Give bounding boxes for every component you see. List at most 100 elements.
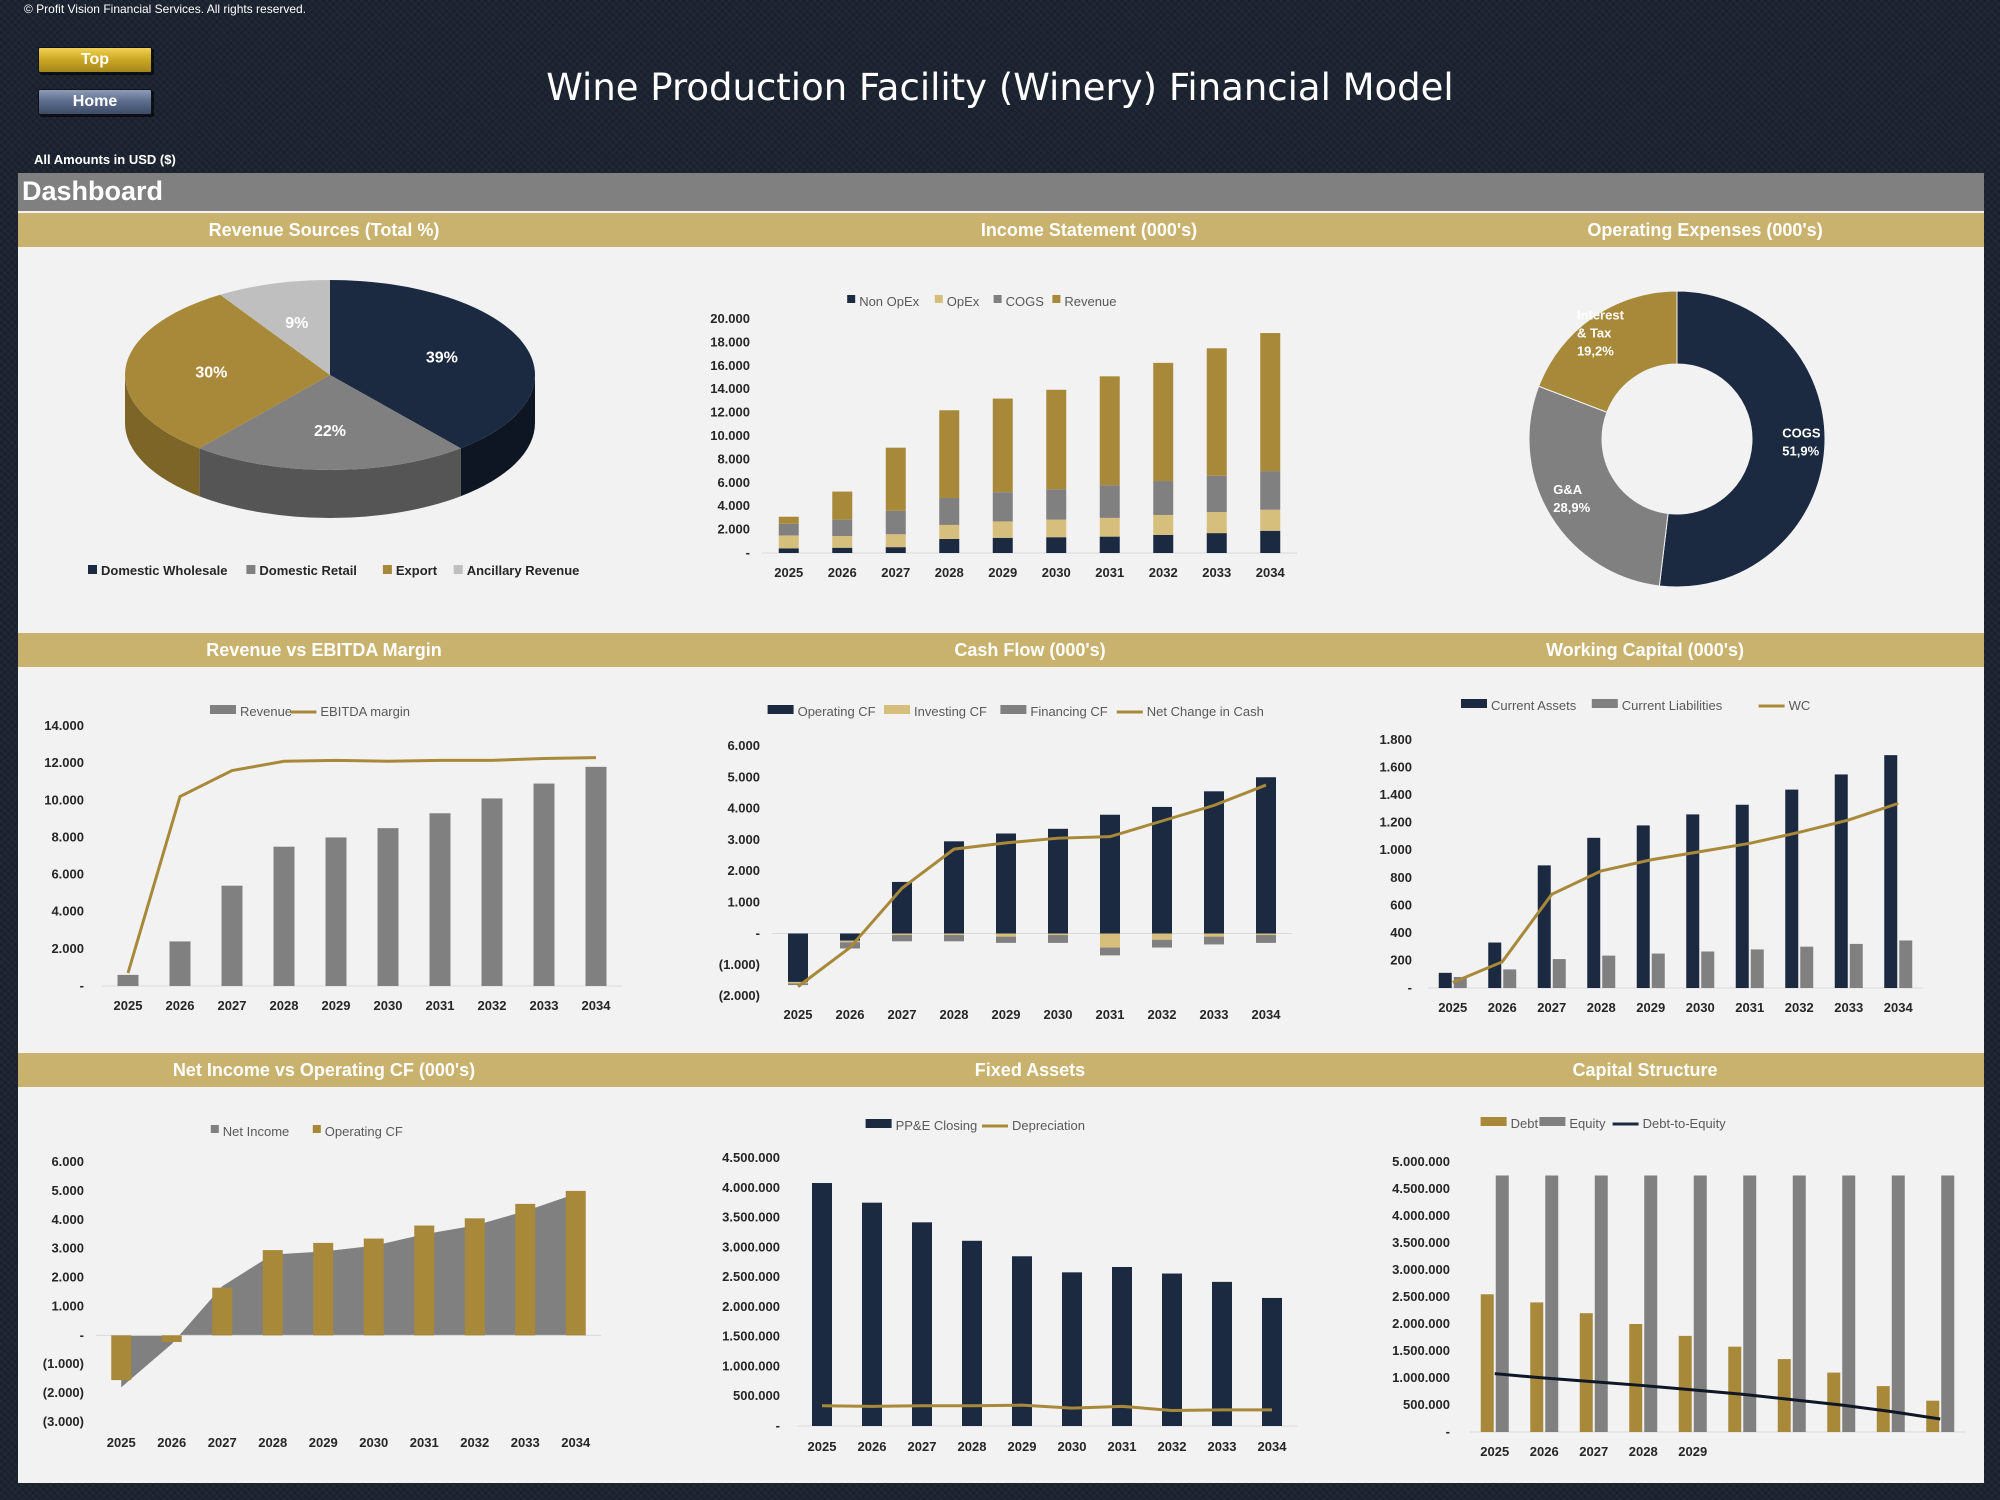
legend-label: Operating CF xyxy=(798,704,876,719)
pie-slice xyxy=(220,280,330,375)
bar-segment xyxy=(1152,933,1172,940)
currency-note: All Amounts in USD ($) xyxy=(34,152,176,167)
legend-marker xyxy=(1539,1117,1566,1126)
y-tick-label: - xyxy=(80,978,84,993)
x-tick-label: 2031 xyxy=(1096,1007,1125,1022)
bar-segment xyxy=(778,523,799,536)
home-button[interactable]: Home xyxy=(38,89,152,115)
y-tick-label: 4.000 xyxy=(727,801,760,816)
legend-label: Current Assets xyxy=(1491,698,1577,713)
bar xyxy=(1552,959,1566,988)
bar-segment xyxy=(1153,534,1174,553)
y-tick-label: 1.000 xyxy=(727,894,760,909)
bar-segment xyxy=(1100,947,1120,956)
y-tick-label: 4.500.000 xyxy=(722,1150,780,1165)
y-tick-label: 14.000 xyxy=(44,718,84,733)
bar xyxy=(161,1335,182,1342)
donut-slice xyxy=(1538,290,1678,413)
bar xyxy=(1636,825,1650,988)
y-tick-label: 5.000 xyxy=(51,1183,84,1198)
bar xyxy=(585,766,607,986)
data-label: Interest xyxy=(1577,307,1625,322)
fixed-assets-chart: PP&E Closing Depreciation 4.500.000 4.000.0… xyxy=(722,1118,1297,1454)
bar xyxy=(1884,755,1898,988)
bar-segment xyxy=(1260,471,1281,510)
bar xyxy=(912,1222,932,1426)
bar xyxy=(1495,1175,1509,1432)
bar xyxy=(1891,1175,1905,1432)
x-tick-label: 2025 xyxy=(1480,1444,1509,1459)
bar-segment xyxy=(1206,348,1227,476)
y-tick-label: 6.000 xyxy=(51,867,84,882)
bar xyxy=(1827,1372,1841,1432)
legend-marker xyxy=(210,705,236,714)
bar-segment xyxy=(832,547,853,553)
legend-label: Depreciation xyxy=(1012,1118,1085,1133)
bar xyxy=(1651,953,1665,988)
data-label: 9% xyxy=(285,315,308,332)
bar xyxy=(1012,1256,1032,1426)
y-tick-label: (2.000) xyxy=(719,988,760,1003)
bar xyxy=(1926,1400,1940,1432)
bar xyxy=(1530,1302,1544,1432)
y-tick-label: 800 xyxy=(1390,870,1412,885)
bar-segment xyxy=(1152,806,1172,934)
bar xyxy=(1438,972,1452,988)
bar xyxy=(1777,1359,1791,1432)
bar-segment xyxy=(778,535,799,549)
bar-segment xyxy=(1099,376,1120,486)
bar-segment xyxy=(1048,935,1068,943)
bar xyxy=(169,941,191,986)
bar xyxy=(1686,814,1700,988)
y-tick-label: 3.500.000 xyxy=(722,1210,780,1225)
bar-segment xyxy=(996,833,1016,934)
bar xyxy=(862,1202,882,1426)
bar xyxy=(464,1218,485,1336)
y-tick-label: 12.000 xyxy=(710,405,750,420)
legend-label: WC xyxy=(1789,698,1811,713)
legend-label: Financing CF xyxy=(1030,704,1107,719)
title-fixed-assets: Fixed Assets xyxy=(974,1060,1086,1080)
x-tick-label: 2029 xyxy=(1008,1439,1037,1454)
legend-label: Revenue xyxy=(240,704,292,719)
y-tick-label: 2.000 xyxy=(51,1270,84,1285)
y-tick-label: 3.000 xyxy=(51,1241,84,1256)
legend-label: Investing CF xyxy=(914,704,987,719)
bar xyxy=(1849,943,1863,988)
bar xyxy=(481,798,503,986)
bar xyxy=(262,1250,283,1336)
bar-segment xyxy=(1100,814,1120,934)
bar-segment xyxy=(1153,362,1174,482)
bar xyxy=(313,1242,334,1336)
y-tick-label: 3.500.000 xyxy=(1392,1235,1450,1250)
revenue-sources-chart: 39% 22% 30% 9% Domestic Wholesale Domestic Re… xyxy=(88,280,579,578)
x-tick-label: 2027 xyxy=(218,998,247,1013)
x-tick-label: 2030 xyxy=(1044,1007,1073,1022)
bar-segment xyxy=(778,548,799,553)
bar xyxy=(565,1190,586,1336)
pie-slice xyxy=(124,294,330,449)
top-button[interactable]: Top xyxy=(38,47,152,73)
bar-segment xyxy=(840,933,860,941)
x-tick-label: 2033 xyxy=(511,1435,540,1450)
bar-segment xyxy=(885,447,906,511)
legend-label: Domestic Retail xyxy=(259,563,357,578)
bar xyxy=(1545,1175,1559,1432)
legend-marker xyxy=(884,705,910,714)
pie-slice-side xyxy=(199,448,461,518)
x-tick-label: 2034 xyxy=(1252,1007,1282,1022)
bar-segment xyxy=(992,537,1013,553)
y-tick-label: 2.000.000 xyxy=(1392,1316,1450,1331)
bar xyxy=(377,828,399,986)
bar-segment xyxy=(1046,537,1067,553)
y-tick-label: 6.000 xyxy=(51,1154,84,1169)
bar-segment xyxy=(1099,517,1120,537)
y-tick-label: (1.000) xyxy=(719,957,760,972)
capital-structure-chart: Debt Equity Debt-to-Equity 5.000.000 4.500.0… xyxy=(1392,1116,1965,1459)
x-tick-label: 2033 xyxy=(1208,1439,1237,1454)
bar xyxy=(221,885,243,986)
data-label: 22% xyxy=(314,423,346,440)
legend-label: Domestic Wholesale xyxy=(101,563,227,578)
title-cash-flow: Cash Flow (000's) xyxy=(954,640,1106,660)
bar-segment xyxy=(1046,519,1067,538)
